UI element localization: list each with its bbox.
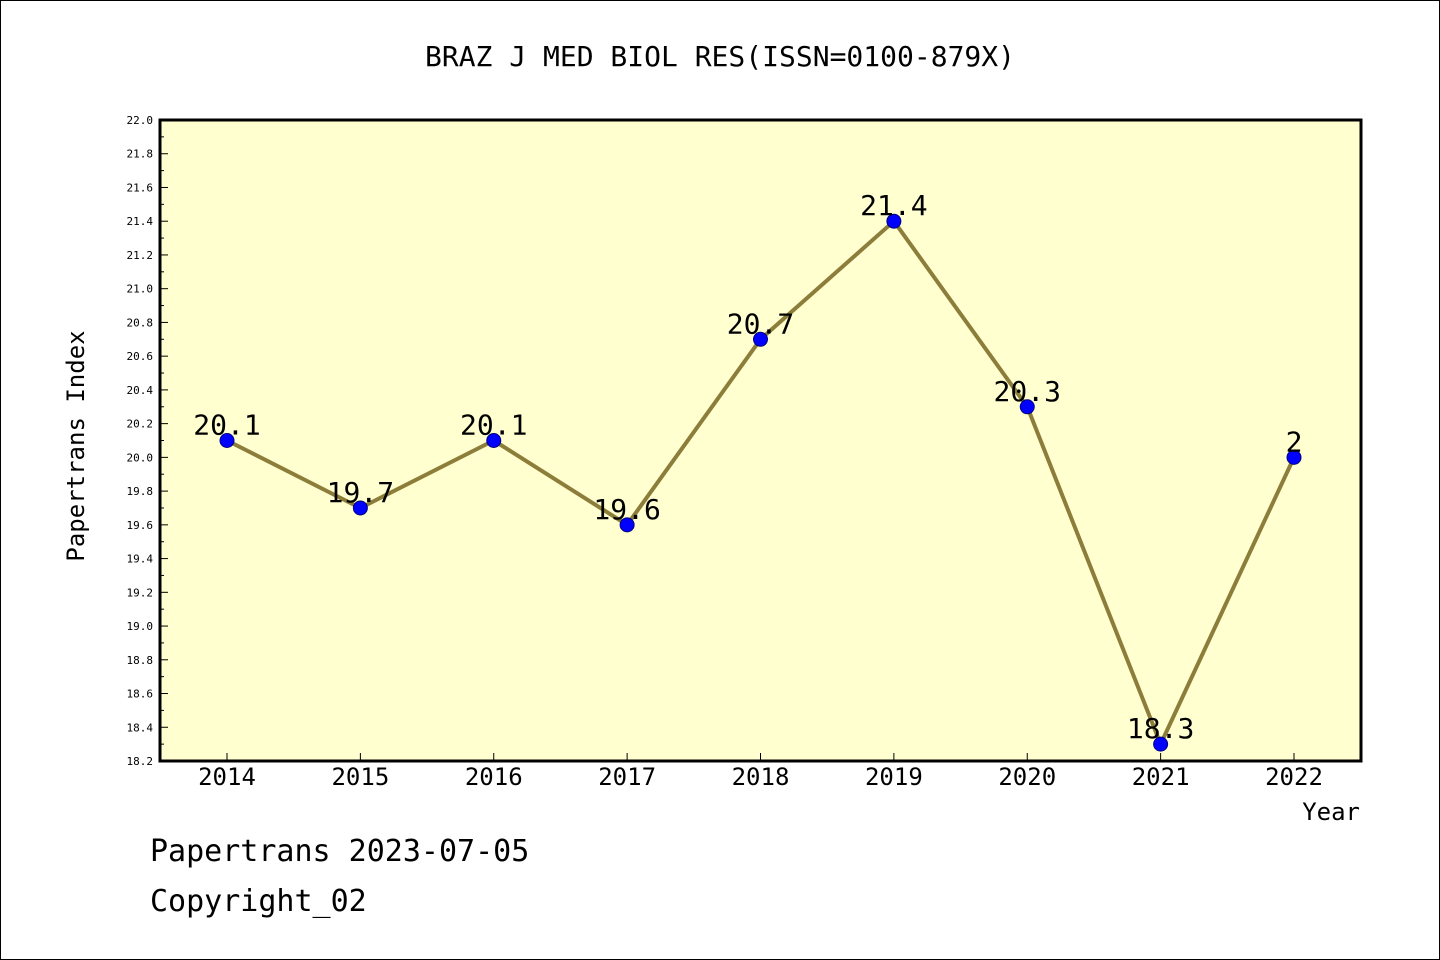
x-tick-label: 2016 [465,763,523,791]
y-tick-label: 20.4 [127,384,154,397]
x-axis: 2014 2015 2016 2017 2018 2019 2020 2021 2022 [198,753,1323,791]
y-tick-label: 19.8 [127,485,154,498]
plot-area [160,120,1361,761]
x-tick-label: 2019 [865,763,923,791]
data-label: 19.6 [593,493,660,526]
y-tick-label: 19.0 [127,620,154,633]
data-label: 20.7 [727,307,794,340]
y-tick-label: 19.4 [127,553,154,566]
data-point [1019,399,1035,415]
x-tick-label: 2017 [598,763,656,791]
y-tick-label: 18.4 [127,721,154,734]
data-label: 2 [1286,425,1303,458]
y-tick-label: 21.8 [127,148,154,161]
footer-source: Papertrans 2023-07-05 [150,834,530,869]
y-tick-label: 22.0 [127,114,154,127]
y-tick-label: 18.6 [127,688,154,701]
x-tick-label: 2022 [1265,763,1323,791]
data-point [619,517,635,533]
plot-border [158,118,1363,763]
y-tick-label: 18.8 [127,654,154,667]
x-tick-label: 2014 [198,763,256,791]
x-axis-label: Year [1302,798,1360,826]
data-label: 19.7 [327,476,394,509]
y-tick-label: 20.0 [127,451,154,464]
x-tick-label: 2021 [1132,763,1190,791]
data-point [352,500,368,516]
y-tick-label: 21.6 [127,181,154,194]
y-tick-label: 19.2 [127,586,154,599]
y-tick-label: 21.2 [127,249,154,262]
y-tick-label: 18.2 [127,755,154,768]
data-point [886,213,902,229]
y-tick-label: 21.4 [127,215,154,228]
y-tick-label: 20.6 [127,350,154,363]
data-point [1153,736,1169,752]
data-point [753,331,768,347]
footer-copyright: Copyright_02 [150,884,367,919]
chart-title: BRAZ J MED BIOL RES(ISSN=0100-879X) [425,40,1015,73]
x-tick-label: 2018 [732,763,790,791]
data-label: 20.1 [193,409,260,442]
y-tick-label: 19.6 [127,519,154,532]
y-tick-label: 20.8 [127,316,154,329]
data-series: 20.1 19.7 20.1 19.6 20.7 21.4 20.3 18.3 2 [193,189,1303,752]
x-tick-label: 2015 [331,763,389,791]
y-tick-label: 21.0 [127,283,154,296]
y-tick-label: 20.2 [127,418,154,431]
data-label: 21.4 [860,189,927,222]
data-label: 20.1 [460,409,527,442]
data-point [1286,449,1302,465]
data-label: 18.3 [1127,712,1194,745]
data-point [219,433,235,448]
y-axis-label: Papertrans Index [62,330,90,561]
data-label: 20.3 [994,375,1061,408]
data-point [486,433,502,448]
x-tick-label: 2020 [998,763,1056,791]
